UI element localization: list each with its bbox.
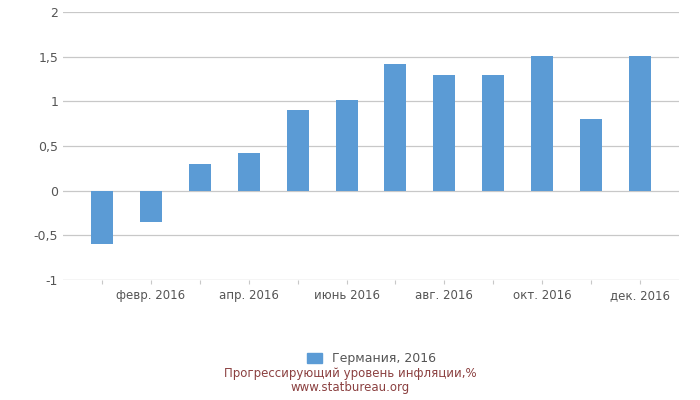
Bar [531, 56, 553, 191]
Bar [286, 110, 309, 191]
Text: Прогрессирующий уровень инфляции,%: Прогрессирующий уровень инфляции,% [224, 368, 476, 380]
Bar [482, 74, 504, 191]
Bar [384, 64, 407, 191]
Bar [335, 100, 358, 191]
Bar [629, 56, 651, 191]
Bar [238, 153, 260, 191]
Bar [140, 191, 162, 222]
Legend: Германия, 2016: Германия, 2016 [302, 347, 440, 370]
Bar [433, 74, 456, 191]
Bar [580, 119, 602, 191]
Text: www.statbureau.org: www.statbureau.org [290, 381, 410, 394]
Bar [189, 164, 211, 191]
Bar [91, 191, 113, 244]
